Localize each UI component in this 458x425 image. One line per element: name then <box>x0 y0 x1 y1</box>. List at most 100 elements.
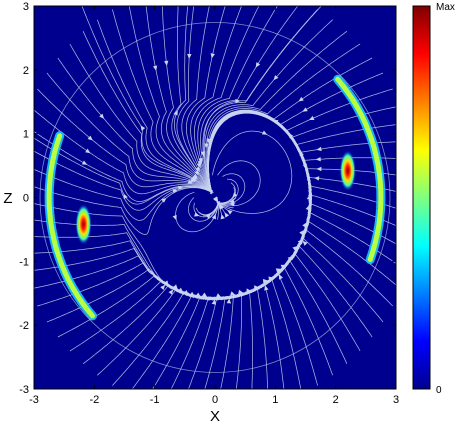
y-tick-label: -3 <box>19 384 29 396</box>
streamline-arrow <box>297 239 303 245</box>
plot-background <box>34 6 396 389</box>
streamline-arrow <box>195 166 200 172</box>
streamline-arrow <box>204 143 209 149</box>
streamline-arrow <box>211 299 216 305</box>
streamline-arrow <box>187 53 192 59</box>
streamline-arrow <box>275 268 282 273</box>
streamline-arrow <box>309 115 315 120</box>
colorbar-gradient <box>412 5 431 390</box>
streamline-arrow <box>306 194 312 200</box>
streamline-arrow <box>172 284 178 290</box>
streamline-arrow <box>177 287 184 293</box>
colorbar-max-label: Max <box>436 2 455 13</box>
streamline-arrow <box>206 138 211 144</box>
streamline-arrow <box>85 148 91 154</box>
streamline-arrow <box>316 166 322 172</box>
streamline-arrow <box>163 280 169 286</box>
streamline-arrow <box>305 205 310 211</box>
streamline-arrow <box>227 209 233 215</box>
streamline-arrow <box>229 198 235 204</box>
streamline-arrow <box>316 146 322 152</box>
y-axis-label: Z <box>3 190 12 207</box>
x-tick-label: -1 <box>150 394 160 406</box>
streamline-arrow <box>205 213 212 219</box>
y-tick-label: 0 <box>23 193 29 205</box>
streamline-arrow <box>287 256 294 262</box>
streamline-arrow <box>210 53 215 59</box>
streamline-arrow <box>298 96 304 102</box>
streamline-arrow <box>308 191 313 197</box>
streamline-arrow <box>302 107 308 112</box>
streamline <box>207 110 396 209</box>
streamline-arrow <box>194 169 200 176</box>
streamline-arrow <box>200 151 206 157</box>
hotspot-crescent-core <box>335 76 384 263</box>
streamline-arrow <box>189 291 195 297</box>
streamline-arrow <box>168 289 174 295</box>
streamline-arrow <box>172 214 177 221</box>
streamline-arrow <box>123 193 128 200</box>
streamline-arrow <box>279 274 284 280</box>
streamline-arrow <box>262 278 269 284</box>
streamline-arrow <box>303 222 308 228</box>
streamline-arrow <box>87 135 93 141</box>
x-tick-label: -3 <box>29 394 39 406</box>
streamline-arrow <box>230 291 236 296</box>
streamline <box>200 6 299 193</box>
streamline <box>174 6 204 180</box>
streamline-arrow <box>268 276 274 281</box>
streamline-arrow <box>215 293 222 298</box>
streamline <box>161 6 212 192</box>
colorbar-min-label: 0 <box>436 385 442 396</box>
streamline <box>176 6 212 193</box>
streamline-arrow <box>183 289 189 295</box>
streamline-arrow <box>299 230 305 236</box>
streamline-arrow <box>261 130 268 135</box>
streamline-arrow <box>99 113 105 119</box>
streamline-arrow <box>299 150 304 157</box>
y-tick-label: 2 <box>23 65 29 77</box>
streamline <box>145 6 212 193</box>
y-tick-label: -1 <box>19 256 29 268</box>
streamline-arrow <box>172 189 178 194</box>
streamline-arrow <box>229 201 235 207</box>
streamline-arrow <box>254 285 260 290</box>
streamline-arrow <box>213 197 219 203</box>
streamline-arrow <box>211 213 216 220</box>
boundary-circle <box>39 22 391 373</box>
y-axis: 3 2 1 0 -1 -2 -3 <box>19 1 396 396</box>
streamline-arrow <box>229 111 236 117</box>
x-tick-label: 1 <box>272 394 278 406</box>
streamline <box>204 19 333 194</box>
streamline <box>186 6 226 192</box>
y-tick-label: -2 <box>19 320 29 332</box>
streamline <box>34 109 214 195</box>
streamline-arrow <box>315 156 321 162</box>
streamline-arrow <box>198 157 203 163</box>
streamline <box>203 6 322 177</box>
streamline-arrow <box>189 177 196 182</box>
streamline-arrow <box>292 246 298 251</box>
streamline-arrow <box>235 98 241 104</box>
streamline-arrow <box>187 179 194 184</box>
x-tick-label: 2 <box>333 394 339 406</box>
streamline-arrow <box>224 212 230 218</box>
streamline-arrow <box>238 289 244 295</box>
x-tick-label: -2 <box>89 394 99 406</box>
streamline-arrow <box>81 160 88 165</box>
streamline-arrow <box>273 119 279 125</box>
streamline <box>37 88 212 193</box>
streamline-arrow <box>201 292 208 298</box>
streamline-arrow <box>288 133 294 139</box>
streamline-arrow <box>273 75 279 81</box>
streamline-arrow <box>219 204 224 210</box>
streamline-arrow <box>264 285 269 291</box>
streamline <box>212 130 293 214</box>
y-tick-label: 1 <box>23 129 29 141</box>
streamline-arrow <box>302 240 308 246</box>
streamline-arrow <box>246 288 252 293</box>
colorbar: Max 0 <box>412 2 455 396</box>
streamline-arrow <box>303 160 308 167</box>
streamline-arrow <box>152 65 158 71</box>
streamline-arrow <box>196 162 201 168</box>
